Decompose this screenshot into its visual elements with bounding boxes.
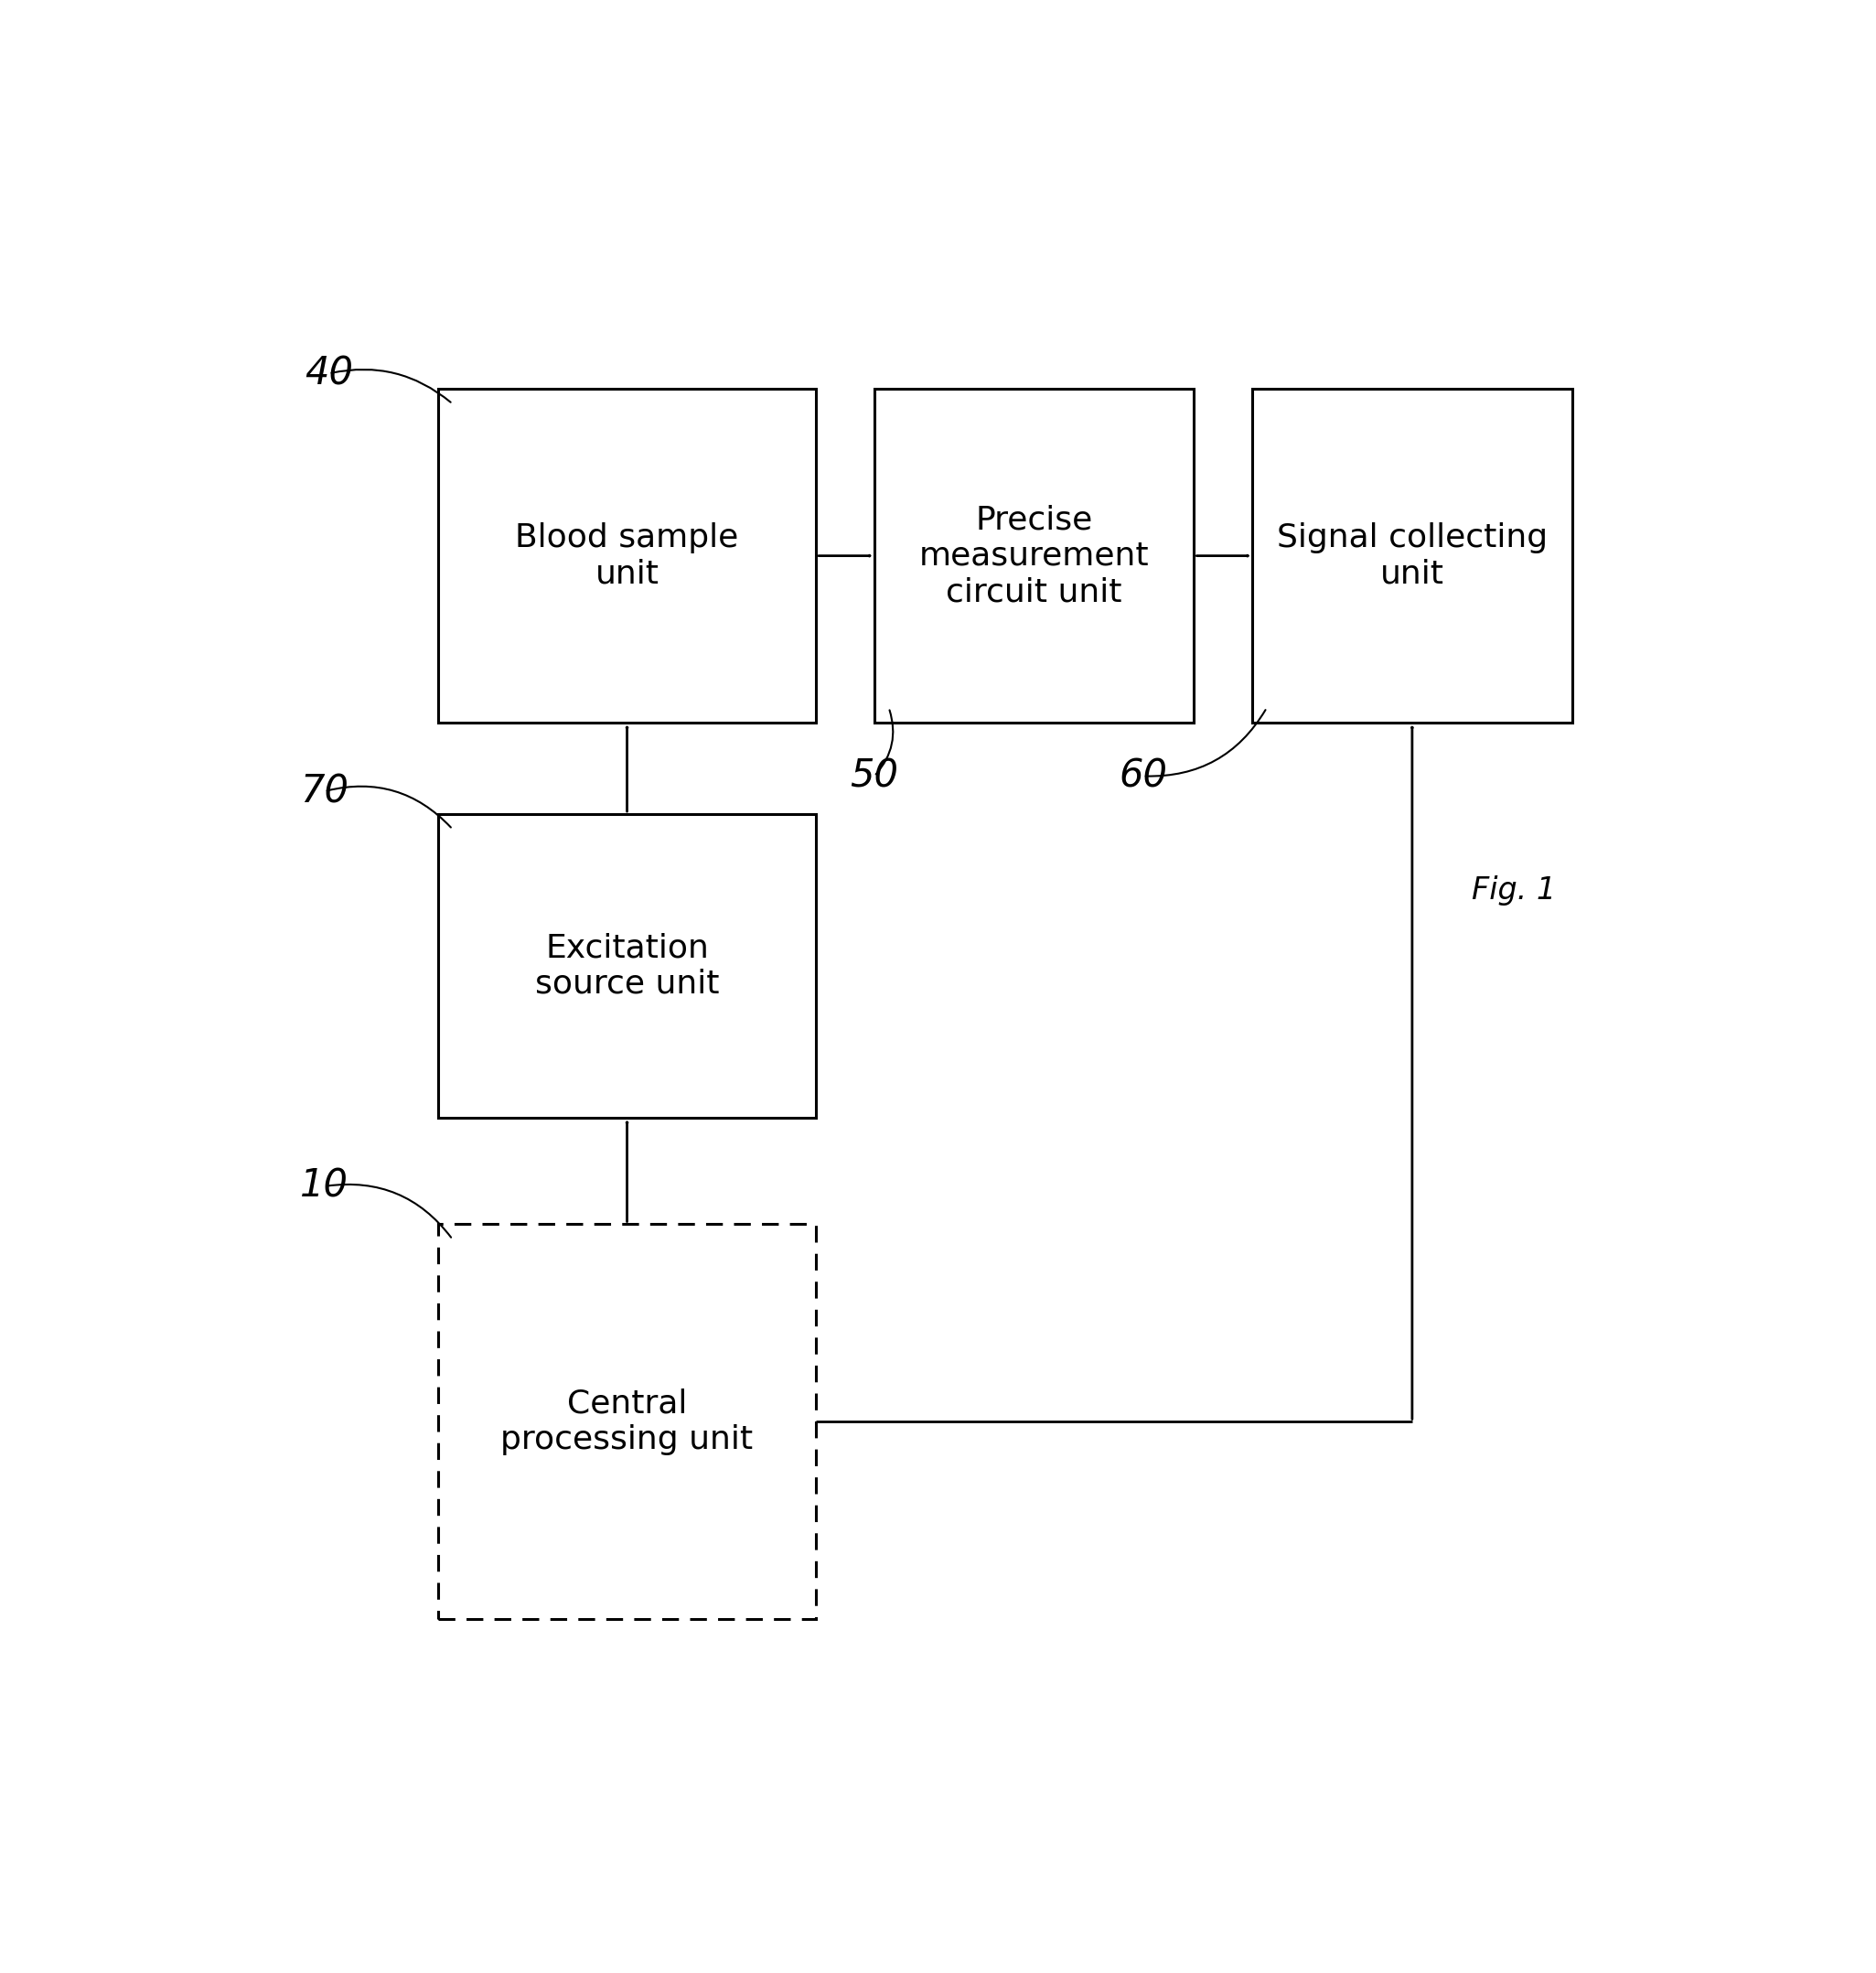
- Bar: [437, 389, 816, 722]
- Bar: [437, 1223, 816, 1620]
- Bar: [874, 389, 1195, 722]
- Text: Signal collecting
unit: Signal collecting unit: [1278, 523, 1548, 590]
- Text: Excitation
source unit: Excitation source unit: [535, 933, 719, 1000]
- Text: 50: 50: [850, 758, 899, 795]
- Text: Blood sample
unit: Blood sample unit: [516, 523, 739, 590]
- Text: 10: 10: [300, 1168, 349, 1206]
- Text: Precise
measurement
circuit unit: Precise measurement circuit unit: [919, 505, 1150, 608]
- Text: 70: 70: [300, 771, 349, 811]
- Text: Central
processing unit: Central processing unit: [501, 1389, 754, 1456]
- Text: 60: 60: [1118, 758, 1167, 795]
- Bar: [437, 815, 816, 1119]
- Text: Fig. 1: Fig. 1: [1473, 874, 1555, 906]
- Text: 40: 40: [304, 355, 353, 393]
- Bar: [1253, 389, 1572, 722]
